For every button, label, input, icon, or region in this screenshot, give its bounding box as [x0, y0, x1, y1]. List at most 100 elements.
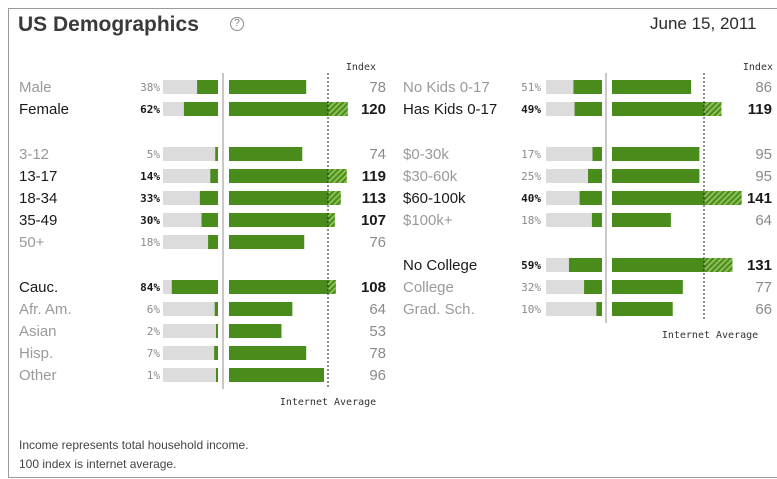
index-bar-3-12	[229, 147, 303, 161]
percent-label-grad-sch: 10%	[521, 303, 541, 316]
percent-bar-cauc	[171, 280, 218, 294]
index-value-100k: 64	[755, 212, 772, 229]
index-value-no-college: 131	[747, 257, 772, 274]
percent-track-100k	[546, 213, 602, 227]
percent-track-hisp	[163, 346, 218, 360]
row-label-13-17: 13-17	[19, 168, 57, 185]
index-bar-asian	[229, 324, 282, 338]
percent-bar-no-kids-0-17	[573, 80, 602, 94]
row-label-3-12: 3-12	[19, 146, 49, 163]
percent-label-100k: 18%	[521, 214, 541, 227]
index-bar-has-kids-0-17	[612, 102, 704, 116]
percent-label-no-kids-0-17: 51%	[521, 81, 541, 94]
index-bar-30-60k	[612, 169, 700, 183]
index-value-30-60k: 95	[755, 168, 772, 185]
percent-label-35-49: 30%	[140, 214, 160, 227]
index-bar-cauc	[229, 280, 328, 294]
index-bar-50	[229, 235, 305, 249]
percent-label-cauc: 84%	[140, 281, 160, 294]
index-value-60-100k: 141	[747, 190, 772, 207]
percent-bar-hisp	[214, 346, 218, 360]
percent-bar-female	[183, 102, 218, 116]
index-bar-35-49	[229, 213, 328, 227]
percent-bar-has-kids-0-17	[574, 102, 602, 116]
percent-label-female: 62%	[140, 103, 160, 116]
percent-bar-18-34	[199, 191, 218, 205]
index-value-0-30k: 95	[755, 146, 772, 163]
percent-track-other	[163, 368, 218, 382]
row-label-college: College	[403, 279, 454, 296]
index-bar-excess-no-college	[704, 258, 733, 272]
left-column: Male 38% 78 Female 62% 120 3-12 5% 74 13-17 14% 119…	[19, 73, 386, 389]
question-circle-icon[interactable]: ?	[230, 17, 244, 31]
index-bar-grad-sch	[612, 302, 673, 316]
row-label-no-college: No College	[403, 257, 477, 274]
percent-bar-0-30k	[592, 147, 602, 161]
row-label-asian: Asian	[19, 323, 57, 340]
index-bar-afr-am	[229, 302, 293, 316]
percent-track-asian	[163, 324, 218, 338]
index-value-13-17: 119	[362, 168, 386, 185]
row-label-50: 50+	[19, 234, 45, 251]
percent-bar-3-12	[215, 147, 218, 161]
index-bar-excess-18-34	[328, 191, 341, 205]
row-label-has-kids-0-17: Has Kids 0-17	[403, 101, 497, 118]
index-bar-excess-has-kids-0-17	[704, 102, 722, 116]
percent-bar-13-17	[210, 169, 218, 183]
percent-label-has-kids-0-17: 49%	[521, 103, 541, 116]
percent-track-grad-sch	[546, 302, 602, 316]
percent-label-asian: 2%	[147, 325, 161, 338]
percent-label-18-34: 33%	[140, 192, 160, 205]
percent-label-no-college: 59%	[521, 259, 541, 272]
index-header-right: Index	[743, 62, 773, 73]
index-bar-excess-13-17	[328, 169, 347, 183]
row-label-cauc: Cauc.	[19, 279, 58, 296]
percent-label-60-100k: 40%	[521, 192, 541, 205]
index-bar-100k	[612, 213, 671, 227]
percent-label-other: 1%	[147, 369, 161, 382]
percent-label-afr-am: 6%	[147, 303, 161, 316]
index-value-afr-am: 64	[369, 301, 386, 318]
percent-bar-other	[216, 368, 218, 382]
index-bar-excess-60-100k	[704, 191, 742, 205]
percent-label-3-12: 5%	[147, 148, 161, 161]
footnote-income: Income represents total household income…	[19, 438, 249, 452]
percent-bar-asian	[216, 324, 218, 338]
percent-label-30-60k: 25%	[521, 170, 541, 183]
percent-bar-afr-am	[214, 302, 218, 316]
index-bar-hisp	[229, 346, 307, 360]
internet-average-label-left: Internet Average	[280, 397, 376, 408]
row-label-other: Other	[19, 367, 57, 384]
percent-track-3-12	[163, 147, 218, 161]
index-bar-excess-35-49	[328, 213, 335, 227]
percent-label-50: 18%	[140, 236, 160, 249]
percent-bar-grad-sch	[596, 302, 602, 316]
percent-label-0-30k: 17%	[521, 148, 541, 161]
index-bar-college	[612, 280, 683, 294]
percent-bar-30-60k	[588, 169, 602, 183]
index-value-female: 120	[361, 101, 386, 118]
index-bar-male	[229, 80, 307, 94]
percent-label-male: 38%	[140, 81, 160, 94]
row-label-male: Male	[19, 79, 52, 96]
index-bar-60-100k	[612, 191, 704, 205]
percent-bar-no-college	[568, 258, 602, 272]
footnote-index: 100 index is internet average.	[19, 457, 177, 471]
row-label-0-30k: $0-30k	[403, 146, 449, 163]
row-label-18-34: 18-34	[19, 190, 57, 207]
row-label-35-49: 35-49	[19, 212, 57, 229]
percent-label-13-17: 14%	[140, 170, 160, 183]
percent-bar-50	[208, 235, 218, 249]
index-bar-no-kids-0-17	[612, 80, 692, 94]
percent-bar-35-49	[201, 213, 218, 227]
row-label-hisp: Hisp.	[19, 345, 53, 362]
percent-track-50	[163, 235, 218, 249]
percent-bar-100k	[591, 213, 602, 227]
right-column: No Kids 0-17 51% 86 Has Kids 0-17 49% 119 $0-3…	[403, 73, 772, 323]
index-value-other: 96	[369, 367, 386, 384]
index-bar-female	[229, 102, 328, 116]
percent-bar-male	[197, 80, 218, 94]
report-date: June 15, 2011	[650, 14, 757, 33]
index-header-left: Index	[346, 62, 376, 73]
